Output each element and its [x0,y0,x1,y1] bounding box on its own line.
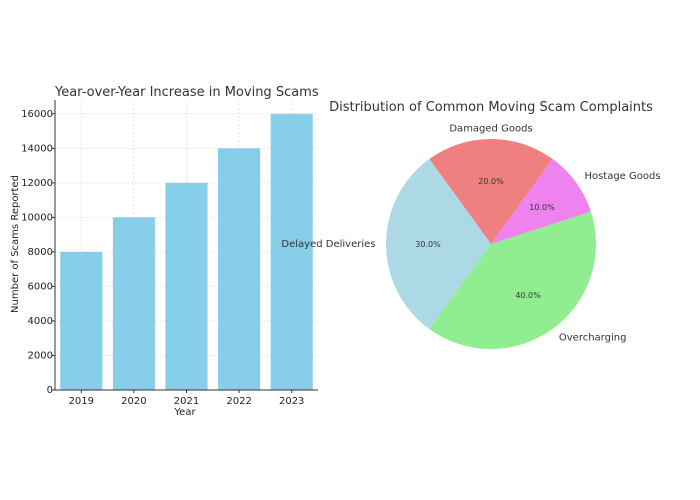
slice-label-damaged-goods: Damaged Goods [449,124,532,135]
slice-label-hostage-goods: Hostage Goods [584,171,660,182]
pct-label-overcharging: 40.0% [515,291,541,300]
y-tick-label: 8000 [28,247,53,258]
bar-axes [52,100,318,393]
bar-chart: Year-over-Year Increase in Moving Scams … [10,85,319,418]
y-tick-label: 10000 [21,212,53,223]
bar-2020 [112,217,155,390]
y-tick-label: 6000 [28,281,53,292]
slice-label-delayed-deliveries: Delayed Deliveries [281,239,375,250]
bar-bars [60,113,313,391]
x-tick-label: 2019 [69,396,94,407]
bar-chart-title: Year-over-Year Increase in Moving Scams [54,85,319,100]
pie-labels: Damaged Goods 20.0% Delayed Deliveries 30.0… [281,124,660,344]
x-tick-label: 2021 [174,396,199,407]
slice-overcharging [429,211,596,349]
x-tick-label: 2020 [121,396,146,407]
y-axis-label: Number of Scams Reported [10,175,21,313]
slice-label-overcharging: Overcharging [559,332,627,343]
pct-label-delayed-deliveries: 30.0% [415,240,441,249]
bar-2023 [270,113,313,391]
bar-2022 [218,148,261,390]
pie-chart: Distribution of Common Moving Scam Compl… [281,100,661,349]
y-tick-label: 16000 [21,109,53,120]
x-tick-label: 2023 [279,396,304,407]
pie-slices [386,139,596,349]
y-tick-label: 14000 [21,143,53,154]
x-tick-labels: 2019 2020 2021 2022 2023 [69,396,305,407]
pct-label-hostage-goods: 10.0% [529,203,555,212]
y-tick-labels: 0 2000 4000 6000 8000 10000 12000 14000 16000 [21,109,53,396]
x-axis-label: Year [173,407,196,418]
slice-hostage-goods [491,159,591,244]
y-tick-label: 4000 [28,316,53,327]
y-tick-label: 12000 [21,178,53,189]
bar-2021 [165,182,208,390]
bar-2019 [60,251,103,390]
slice-delayed-deliveries [386,159,491,329]
slice-damaged-goods [429,139,553,244]
pie-chart-title: Distribution of Common Moving Scam Compl… [329,100,653,115]
pct-label-damaged-goods: 20.0% [478,177,504,186]
y-tick-label: 0 [47,385,53,396]
y-tick-label: 2000 [28,350,53,361]
x-tick-label: 2022 [226,396,251,407]
